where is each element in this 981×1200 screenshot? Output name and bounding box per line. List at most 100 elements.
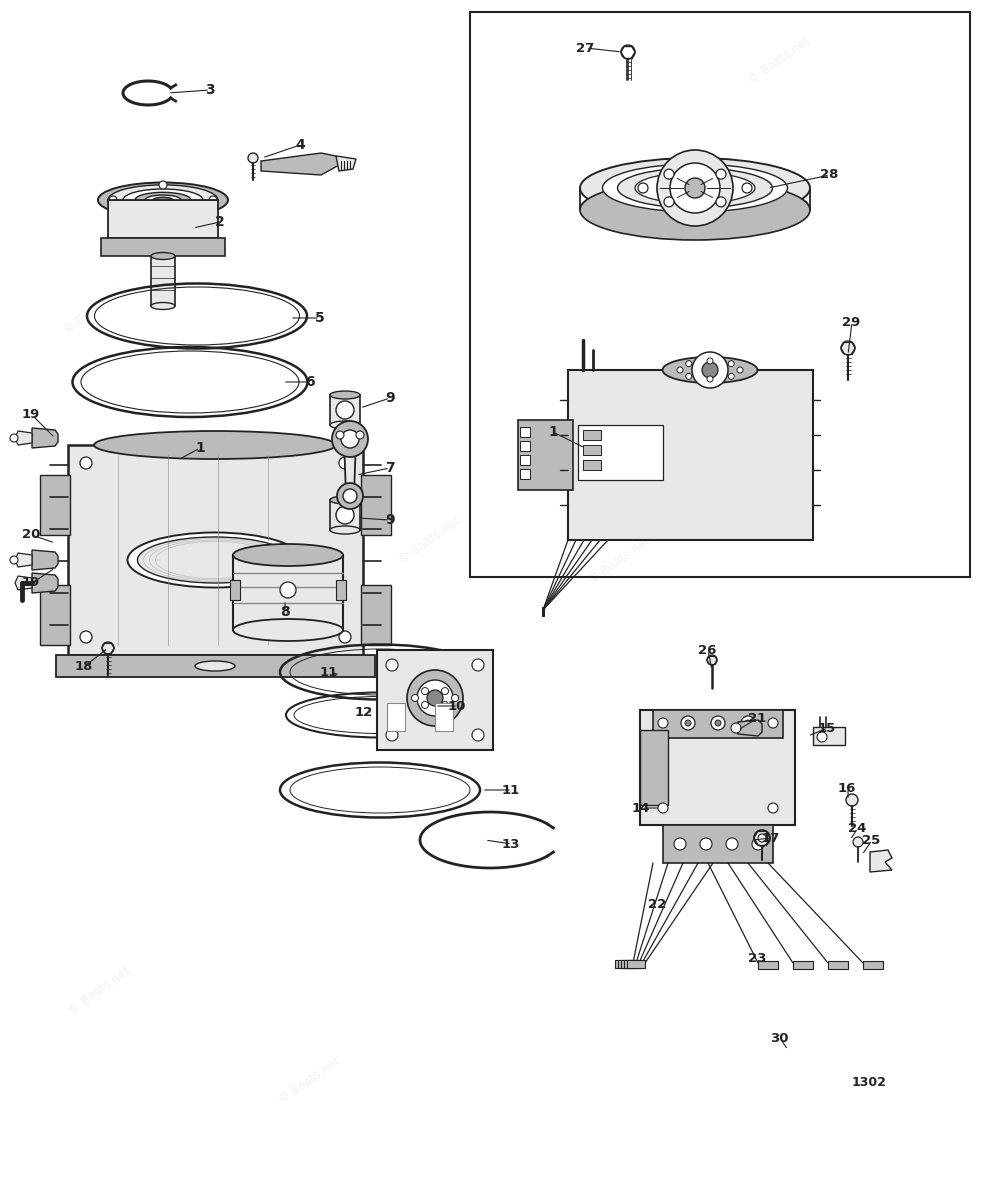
Polygon shape — [15, 431, 32, 445]
Circle shape — [728, 361, 734, 367]
Circle shape — [407, 670, 463, 726]
Bar — [520, 427, 530, 437]
Text: 12: 12 — [355, 706, 373, 719]
Ellipse shape — [580, 158, 810, 218]
Circle shape — [337, 482, 363, 509]
Bar — [108, 200, 218, 238]
Text: © Boats.net: © Boats.net — [747, 34, 813, 86]
Polygon shape — [32, 550, 58, 570]
Circle shape — [731, 722, 741, 733]
Circle shape — [846, 794, 858, 806]
Circle shape — [677, 367, 683, 373]
Polygon shape — [738, 720, 762, 736]
Text: 29: 29 — [842, 316, 860, 329]
Bar — [618, 960, 636, 968]
Polygon shape — [32, 428, 58, 448]
Text: 11: 11 — [320, 666, 338, 678]
Circle shape — [702, 362, 718, 378]
Bar — [615, 960, 633, 968]
Bar — [578, 425, 663, 480]
Circle shape — [417, 680, 453, 716]
Text: 17: 17 — [762, 832, 780, 845]
Ellipse shape — [635, 173, 755, 204]
Bar — [101, 238, 225, 256]
Text: 24: 24 — [848, 822, 866, 834]
Circle shape — [336, 431, 344, 439]
Ellipse shape — [330, 526, 360, 534]
Circle shape — [10, 556, 18, 564]
Bar — [621, 960, 639, 968]
Ellipse shape — [330, 421, 360, 428]
Polygon shape — [15, 553, 32, 566]
Text: 11: 11 — [502, 784, 520, 797]
Ellipse shape — [153, 197, 173, 203]
Circle shape — [728, 373, 734, 379]
Circle shape — [707, 655, 717, 665]
Ellipse shape — [123, 188, 203, 211]
Text: 28: 28 — [820, 168, 839, 181]
Circle shape — [768, 718, 778, 728]
Text: 14: 14 — [632, 802, 650, 815]
Circle shape — [707, 358, 713, 364]
Circle shape — [737, 367, 743, 373]
Circle shape — [841, 341, 855, 355]
Bar — [377, 650, 493, 750]
Circle shape — [332, 421, 368, 457]
Bar — [68, 445, 363, 655]
Circle shape — [658, 803, 668, 814]
Circle shape — [10, 434, 18, 442]
Circle shape — [80, 631, 92, 643]
Ellipse shape — [108, 185, 218, 215]
Bar — [640, 730, 668, 805]
Circle shape — [248, 152, 258, 163]
Bar — [361, 475, 391, 535]
Text: 27: 27 — [576, 42, 594, 54]
Circle shape — [80, 457, 92, 469]
Circle shape — [472, 728, 484, 740]
Text: 13: 13 — [502, 838, 520, 851]
Ellipse shape — [145, 196, 181, 205]
Ellipse shape — [330, 391, 360, 398]
Ellipse shape — [151, 252, 175, 259]
Text: 23: 23 — [748, 952, 766, 965]
Bar — [627, 960, 645, 968]
Text: 19: 19 — [22, 576, 40, 589]
Text: 1: 1 — [195, 440, 205, 455]
Bar — [568, 370, 813, 540]
Circle shape — [427, 690, 443, 706]
Polygon shape — [336, 156, 356, 170]
Polygon shape — [32, 572, 58, 593]
Polygon shape — [15, 576, 32, 590]
Bar — [813, 727, 845, 745]
Bar — [40, 475, 70, 535]
Bar — [653, 710, 783, 738]
Text: 26: 26 — [698, 643, 716, 656]
Bar — [387, 703, 405, 731]
Circle shape — [742, 182, 752, 193]
Bar — [624, 960, 642, 968]
Text: 20: 20 — [22, 528, 40, 541]
Ellipse shape — [233, 619, 343, 641]
Circle shape — [159, 181, 167, 188]
Bar — [793, 961, 813, 970]
Bar — [520, 455, 530, 464]
Circle shape — [664, 169, 674, 179]
Text: 19: 19 — [22, 408, 40, 421]
Circle shape — [707, 376, 713, 382]
Text: © Boats.net: © Boats.net — [67, 964, 133, 1016]
Circle shape — [209, 196, 217, 204]
Ellipse shape — [137, 538, 292, 583]
Text: 8: 8 — [280, 605, 289, 619]
Bar — [640, 710, 795, 826]
Circle shape — [716, 197, 726, 206]
Text: 4: 4 — [295, 138, 305, 152]
Circle shape — [341, 430, 359, 448]
Circle shape — [339, 457, 351, 469]
Circle shape — [657, 150, 733, 226]
Circle shape — [638, 182, 648, 193]
Circle shape — [685, 178, 705, 198]
Text: 18: 18 — [75, 660, 93, 672]
Circle shape — [102, 642, 114, 654]
Text: 15: 15 — [818, 721, 836, 734]
Ellipse shape — [602, 164, 788, 212]
